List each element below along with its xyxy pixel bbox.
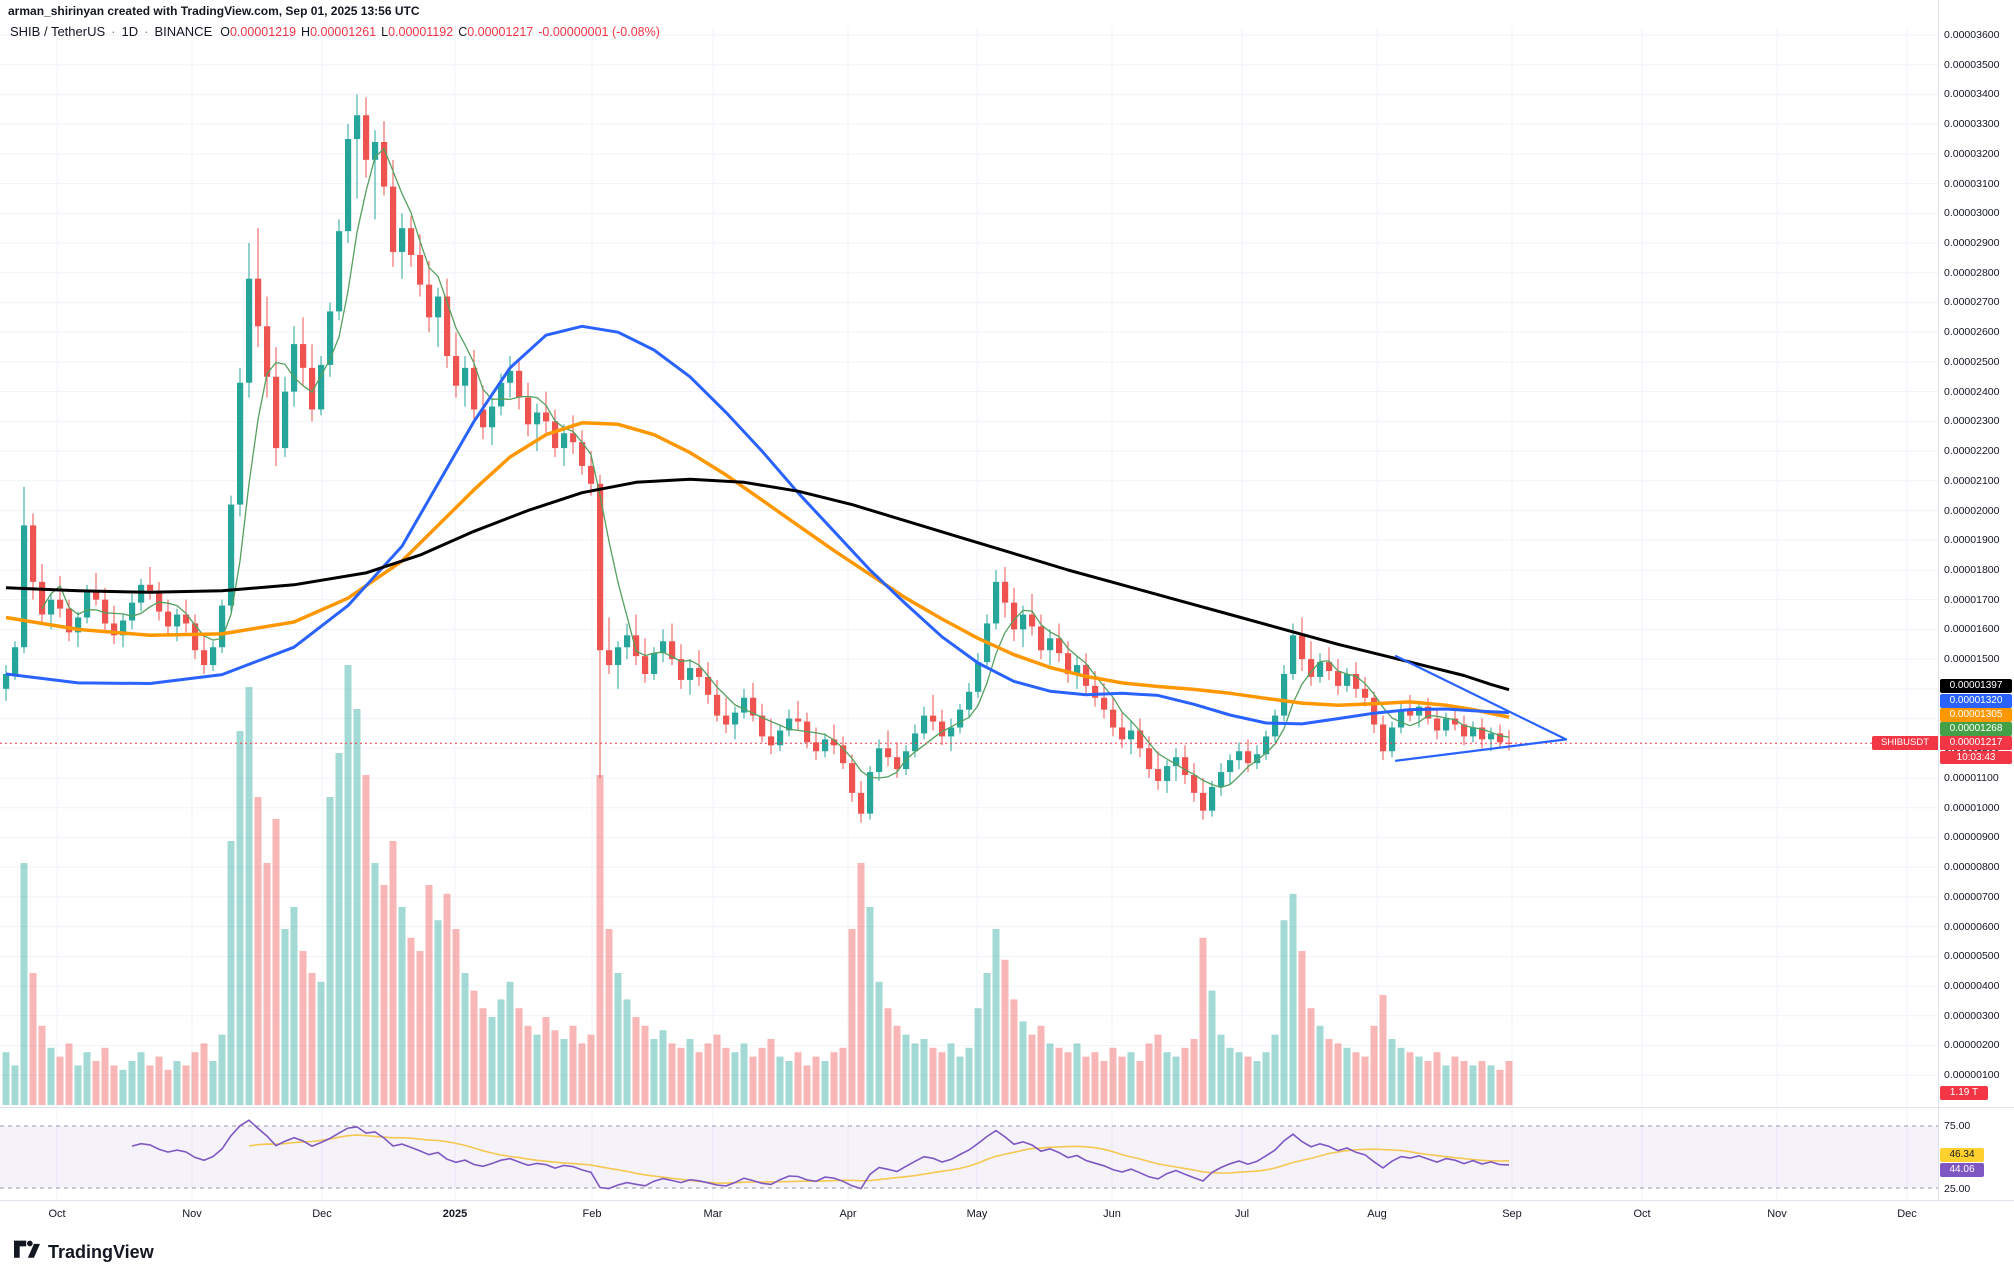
- trendline: [1394, 738, 1568, 762]
- ma-value-badge: 0.00001320: [1940, 694, 2012, 708]
- price-axis-label: 0.00001700: [1944, 593, 2000, 606]
- change-value: -0.00000001 (-0.08%): [538, 24, 660, 39]
- ma-fast-green-line: [41, 147, 1510, 789]
- rsi-ma-line: [248, 1134, 1510, 1185]
- trendline: [1394, 655, 1568, 741]
- ma-value-badge: 0.00001268: [1940, 722, 2012, 736]
- time-axis-label: Oct: [1633, 1208, 1651, 1220]
- exchange-label[interactable]: BINANCE: [154, 24, 213, 39]
- price-axis-label: 0.00003400: [1944, 88, 2000, 101]
- time-axis-label: Sep: [1502, 1208, 1522, 1220]
- time-axis-label: Dec: [312, 1208, 332, 1220]
- candlesticks: [3, 94, 1513, 823]
- time-axis-label: Apr: [839, 1208, 857, 1220]
- rsi-lower-band-label: 25.00: [1944, 1183, 1971, 1195]
- price-axis-label: 0.00001500: [1944, 653, 2000, 666]
- interval-label[interactable]: 1D: [121, 24, 139, 39]
- grid-lines: [0, 28, 1938, 1200]
- price-axis-label: 0.00002000: [1944, 504, 2000, 517]
- drawings: [0, 655, 1938, 762]
- rsi-lines: [131, 1119, 1510, 1190]
- time-axis-label: Oct: [48, 1208, 66, 1220]
- time-axis-label: Jun: [1103, 1208, 1121, 1220]
- time-axis-label: 2025: [442, 1208, 468, 1220]
- price-axis-label: 0.00002600: [1944, 326, 2000, 339]
- price-axis-label: 0.00000200: [1944, 1039, 2000, 1052]
- ma-value-badge: 0.00001305: [1940, 708, 2012, 722]
- price-axis-label: 0.00001100: [1944, 772, 1999, 784]
- attribution-text: arman_shirinyan created with TradingView…: [8, 4, 420, 18]
- open-value: 0.00001219: [229, 24, 297, 39]
- high-label: H: [301, 24, 311, 39]
- price-axis-label: 0.00001000: [1944, 801, 2000, 814]
- moving-averages: [5, 147, 1510, 789]
- volume-bars: [2, 665, 1513, 1105]
- rsi-upper-band-label: 75.00: [1944, 1120, 1971, 1132]
- ohlc-readout: O0.00001219 H0.00001261 L0.00001192 C0.0000…: [220, 25, 660, 39]
- price-axis-label: 0.00003500: [1944, 58, 2000, 71]
- time-axis-label: Jul: [1234, 1208, 1250, 1220]
- time-axis-label: Nov: [1767, 1208, 1787, 1220]
- low-label: L: [381, 24, 389, 39]
- price-axis-label: 0.00000400: [1944, 980, 2000, 993]
- bar-countdown-badge: 10:03:43: [1940, 751, 2012, 764]
- price-axis-label: 0.00002400: [1944, 385, 2000, 398]
- tradingview-logo[interactable]: TradingView: [14, 1240, 154, 1264]
- price-axis-label: 0.00002300: [1944, 415, 2000, 428]
- time-axis-label: Dec: [1897, 1208, 1917, 1220]
- price-axis-label: 0.00002500: [1944, 355, 2000, 368]
- price-axis-label: 0.00003600: [1944, 29, 2000, 41]
- price-axis-label: 0.00002700: [1944, 296, 2000, 309]
- price-axis-label: 0.00002200: [1944, 445, 2000, 458]
- tradingview-logo-icon: [14, 1240, 40, 1258]
- price-axis-label: 0.00000800: [1944, 861, 2000, 874]
- tradingview-logo-text: TradingView: [48, 1241, 154, 1262]
- time-axis[interactable]: Oct Nov Dec 2025 Feb Mar Apr May Jun Jul Aug Sep Oct…: [0, 1200, 2014, 1243]
- price-axis-label: 0.00003200: [1944, 147, 2000, 160]
- price-axis-label: 0.00002900: [1944, 237, 2000, 250]
- symbol-price-badge-value: 0.00001217: [1940, 736, 2012, 750]
- price-axis-label: 0.00003300: [1944, 118, 2000, 131]
- price-axis-label: 0.00003100: [1944, 177, 2000, 190]
- price-axis-label: 0.00000700: [1944, 890, 2000, 903]
- legend-separator: ·: [144, 24, 149, 39]
- close-value: 0.00001217: [467, 24, 534, 39]
- time-axis-label: May: [966, 1208, 988, 1220]
- price-axis-label: 0.00000600: [1944, 920, 2000, 933]
- symbol-title[interactable]: SHIB / TetherUS: [10, 24, 106, 39]
- price-axis-label: 0.00001600: [1944, 623, 2000, 636]
- ma-value-badge: 0.00001397: [1940, 679, 2012, 693]
- symbol-price-badge-label: SHIBUSDT: [1872, 736, 1938, 750]
- price-axis[interactable]: 0.00003600 0.00003500 0.00003400 0.00003300…: [1938, 0, 2014, 1200]
- legend-separator: ·: [111, 24, 116, 39]
- price-axis-label: 0.00001900: [1944, 534, 2000, 547]
- rsi-pane: [0, 1107, 2014, 1190]
- low-value: 0.00001192: [388, 24, 454, 39]
- rsi-ma-value-badge: 46.34: [1940, 1148, 1984, 1162]
- rsi-value-badge: 44.06: [1940, 1163, 1984, 1177]
- time-axis-label: Nov: [182, 1208, 202, 1220]
- price-axis-label: 0.00003000: [1944, 207, 2000, 220]
- ma-orange-line: [5, 421, 1510, 719]
- time-axis-label: Mar: [703, 1208, 723, 1220]
- rsi-line: [131, 1119, 1510, 1190]
- high-value: 0.00001261: [310, 24, 377, 39]
- price-axis-label: 0.00002100: [1944, 474, 2000, 487]
- volume-value-badge: 1.19 T: [1940, 1086, 1988, 1100]
- time-axis-label: Aug: [1367, 1208, 1387, 1220]
- price-axis-label: 0.00001800: [1944, 563, 2000, 576]
- ma-blue-line: [5, 324, 1510, 726]
- time-axis-label: Feb: [582, 1208, 602, 1220]
- symbol-legend[interactable]: SHIB / TetherUS · 1D · BINANCE O0.000012…: [10, 24, 660, 39]
- price-axis-label: 0.00000100: [1944, 1069, 2000, 1082]
- price-axis-label: 0.00000900: [1944, 831, 2000, 844]
- ma-black-line: [5, 477, 1510, 692]
- close-label: C: [458, 24, 468, 39]
- price-axis-label: 0.00000500: [1944, 950, 2000, 963]
- price-axis-label: 0.00000300: [1944, 1009, 2000, 1022]
- open-label: O: [220, 24, 230, 39]
- price-axis-label: 0.00002800: [1944, 266, 2000, 279]
